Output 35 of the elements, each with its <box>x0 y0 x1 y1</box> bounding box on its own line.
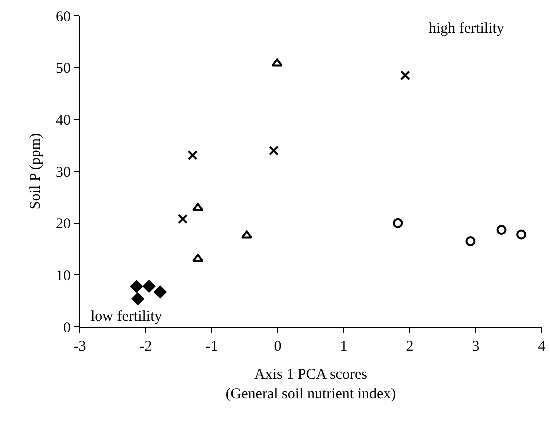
point <box>241 230 253 239</box>
point <box>272 58 283 67</box>
point <box>393 218 404 228</box>
point <box>466 236 476 246</box>
x-tick-label: 4 <box>538 339 546 355</box>
point <box>178 214 188 224</box>
point <box>132 292 144 306</box>
point <box>154 286 167 298</box>
point <box>192 203 204 212</box>
x-tick-label: 1 <box>340 339 348 355</box>
y-axis-title: Soil P (ppm) <box>28 133 44 210</box>
point <box>143 280 156 293</box>
y-tick-label: 50 <box>56 61 71 78</box>
y-tick-label: 20 <box>56 216 71 233</box>
annotation: high fertility <box>429 21 505 37</box>
x-tick-label: 0 <box>274 339 282 355</box>
point <box>496 225 507 236</box>
y-tick-label: 10 <box>56 268 71 284</box>
y-tick-label: 60 <box>56 9 71 26</box>
y-tick-label: 40 <box>56 112 71 129</box>
x-tick-label: -1 <box>206 339 218 355</box>
point <box>400 70 410 81</box>
x-tick-label: 2 <box>406 339 414 355</box>
y-tick-label: 0 <box>64 320 71 336</box>
x-tick-label: -2 <box>140 339 152 355</box>
point <box>130 280 143 293</box>
annotation: low fertility <box>91 309 163 325</box>
point <box>269 146 280 156</box>
x-axis-title: Axis 1 PCA scores (General soil nutrient index) <box>226 367 396 402</box>
y-tick-label: 30 <box>56 164 71 181</box>
x-tick-label: -3 <box>74 339 86 355</box>
x-tick-label: 3 <box>472 339 480 355</box>
point <box>516 230 527 240</box>
point <box>188 150 198 160</box>
point <box>192 254 204 262</box>
